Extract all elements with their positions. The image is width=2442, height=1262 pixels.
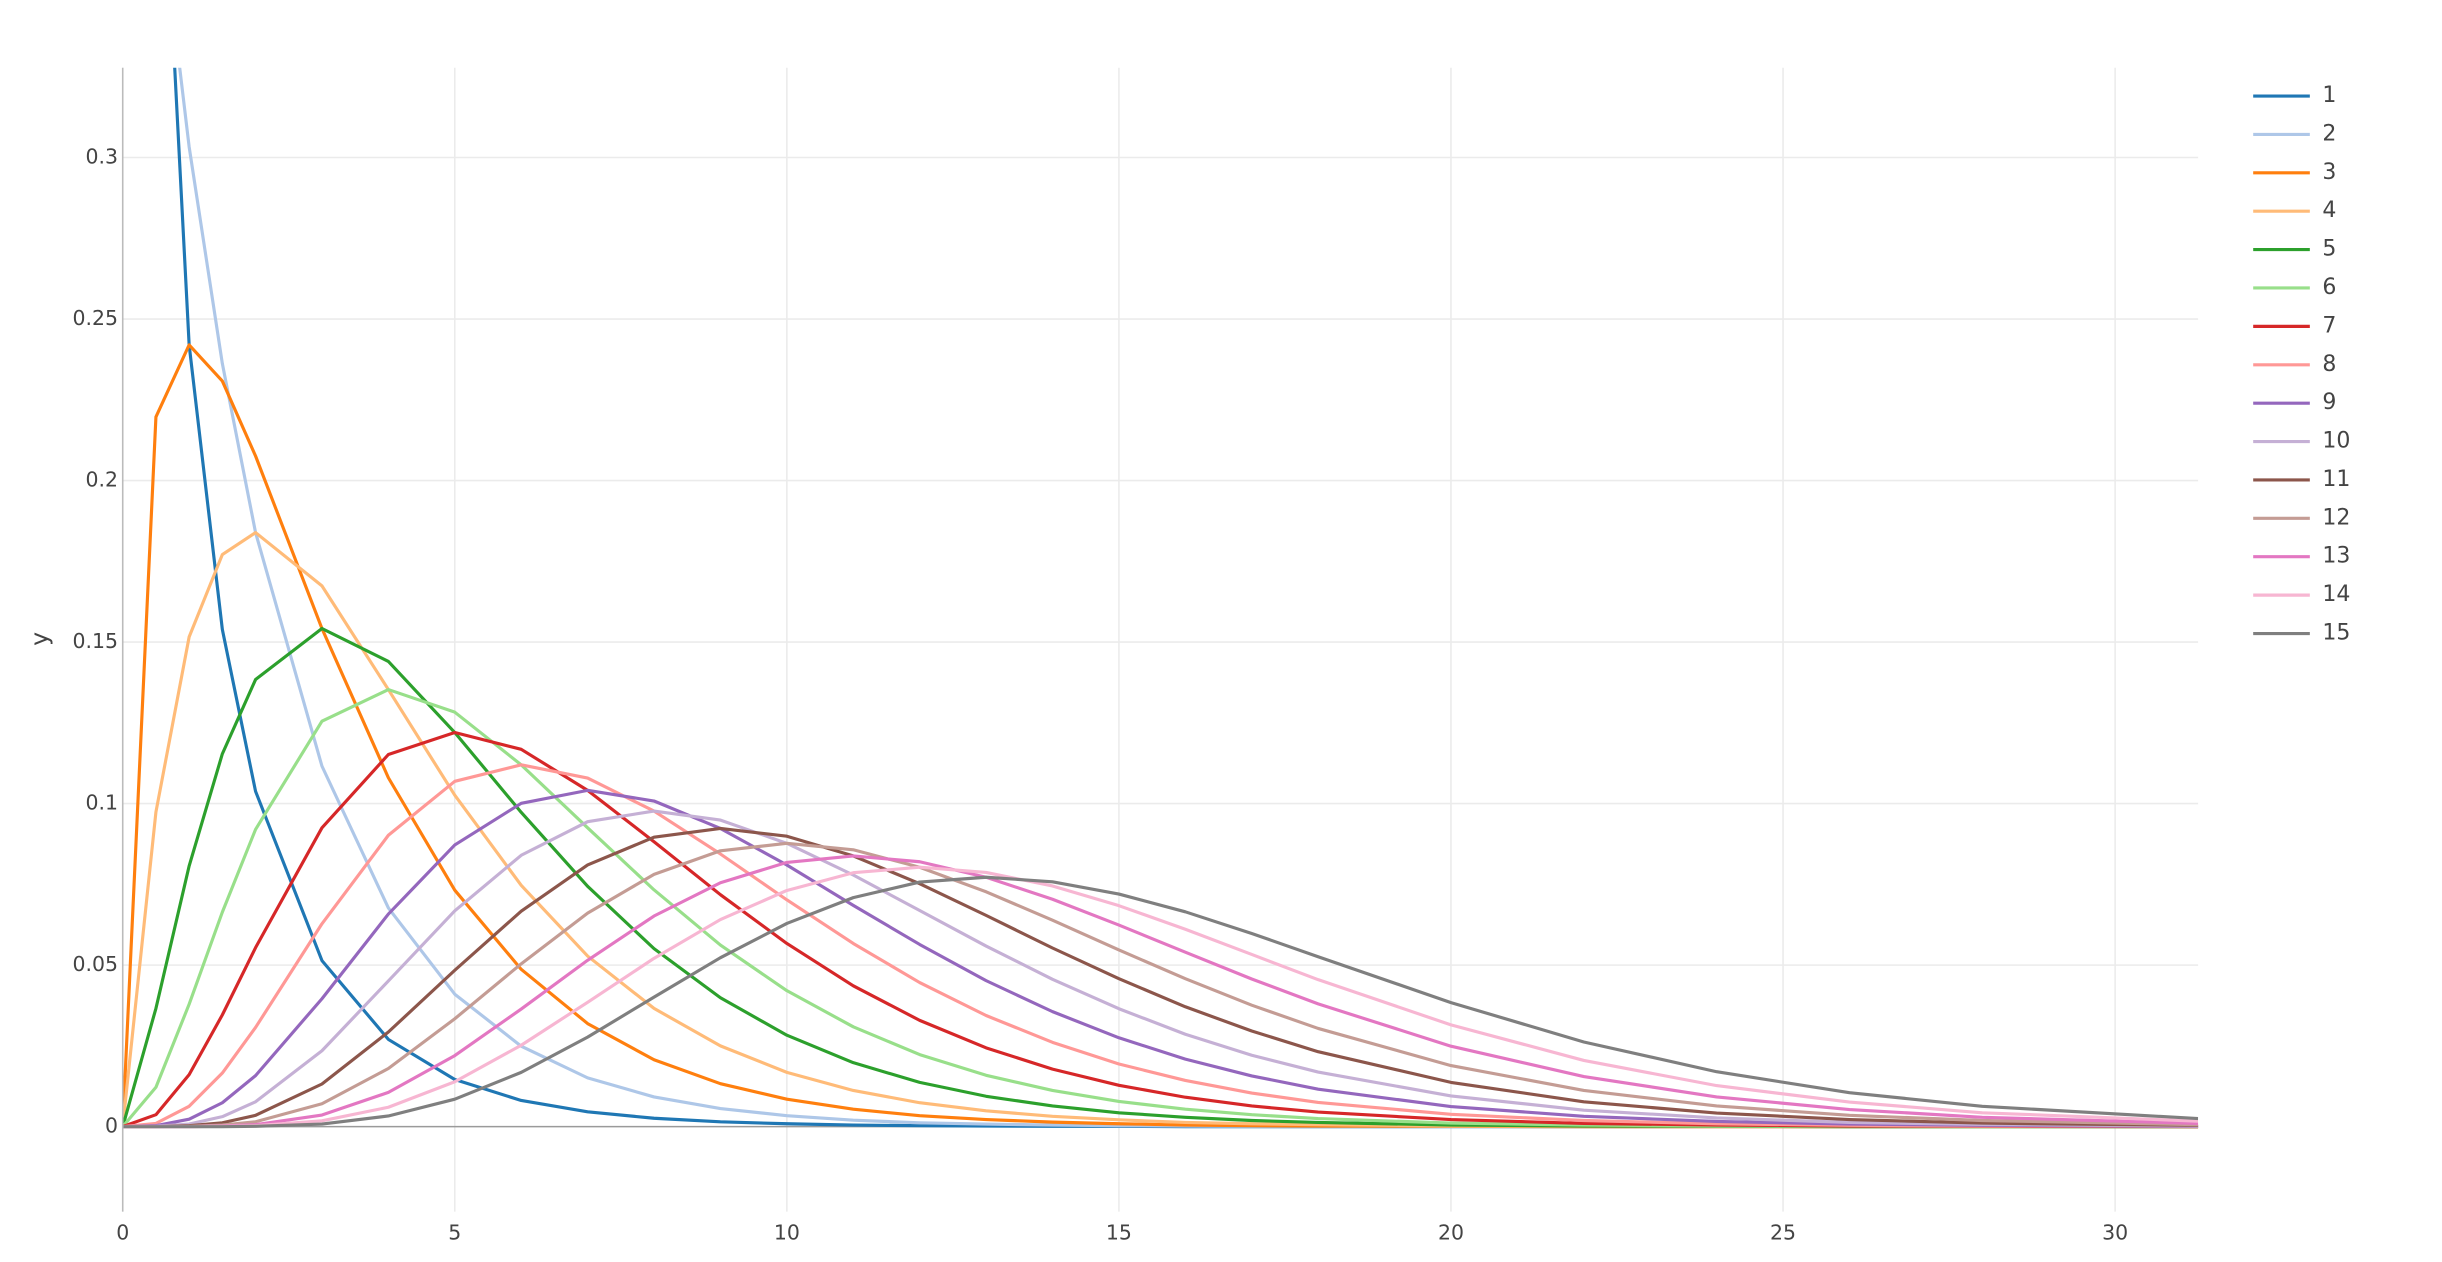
series-line (122, 730, 2199, 1129)
series-line (122, 854, 2199, 1129)
x-tick-label: 10 (774, 1221, 800, 1245)
series-line (122, 788, 2199, 1129)
y-tick-label: 0.25 (72, 306, 118, 330)
series-line (122, 841, 2199, 1129)
legend-label: 4 (2322, 198, 2336, 223)
legend-label: 15 (2322, 621, 2350, 646)
series-line (122, 687, 2199, 1129)
x-tick-label: 5 (448, 1221, 461, 1245)
legend-label: 2 (2322, 121, 2336, 146)
series-line (122, 763, 2199, 1129)
legend-label: 1 (2322, 83, 2336, 108)
x-tick-label: 25 (1770, 1221, 1796, 1245)
grid (121, 67, 2199, 1212)
y-tick-label: 0.15 (72, 629, 118, 653)
x-tick-label: 20 (1438, 1221, 1464, 1245)
series-line (173, 67, 2199, 1129)
x-tick-label: 30 (2102, 1221, 2128, 1245)
axes: 0 5 10 15 20 25 30 0 0.05 0.1 0.15 0.2 0.25 0.3 (72, 67, 2128, 1245)
legend-label: 9 (2322, 390, 2336, 415)
plot-area (122, 67, 2199, 1129)
series-line (122, 530, 2199, 1129)
y-tick-label: 0.1 (85, 791, 118, 815)
x-tick-label: 0 (116, 1221, 129, 1245)
legend-label: 13 (2322, 544, 2350, 569)
legend-label: 8 (2322, 352, 2336, 377)
legend-label: 11 (2322, 467, 2350, 492)
legend-label: 3 (2322, 160, 2336, 185)
x-tick-label: 15 (1106, 1221, 1132, 1245)
series-line (122, 343, 2199, 1129)
legend-label: 5 (2322, 237, 2336, 262)
series-line (178, 67, 2199, 1129)
series-line (122, 875, 2199, 1129)
legend-label: 14 (2322, 582, 2350, 607)
legend-label: 6 (2322, 275, 2336, 300)
y-tick-label: 0.3 (85, 145, 118, 169)
y-tick-label: 0 (105, 1114, 118, 1138)
legend-label: 12 (2322, 505, 2350, 530)
legend-label: 10 (2322, 429, 2350, 454)
y-axis-title: y (25, 632, 53, 646)
y-tick-label: 0.05 (72, 952, 118, 976)
legend-label: 7 (2322, 313, 2336, 338)
y-tick-label: 0.2 (85, 468, 118, 492)
series-line (122, 809, 2199, 1129)
series-line (122, 826, 2199, 1129)
